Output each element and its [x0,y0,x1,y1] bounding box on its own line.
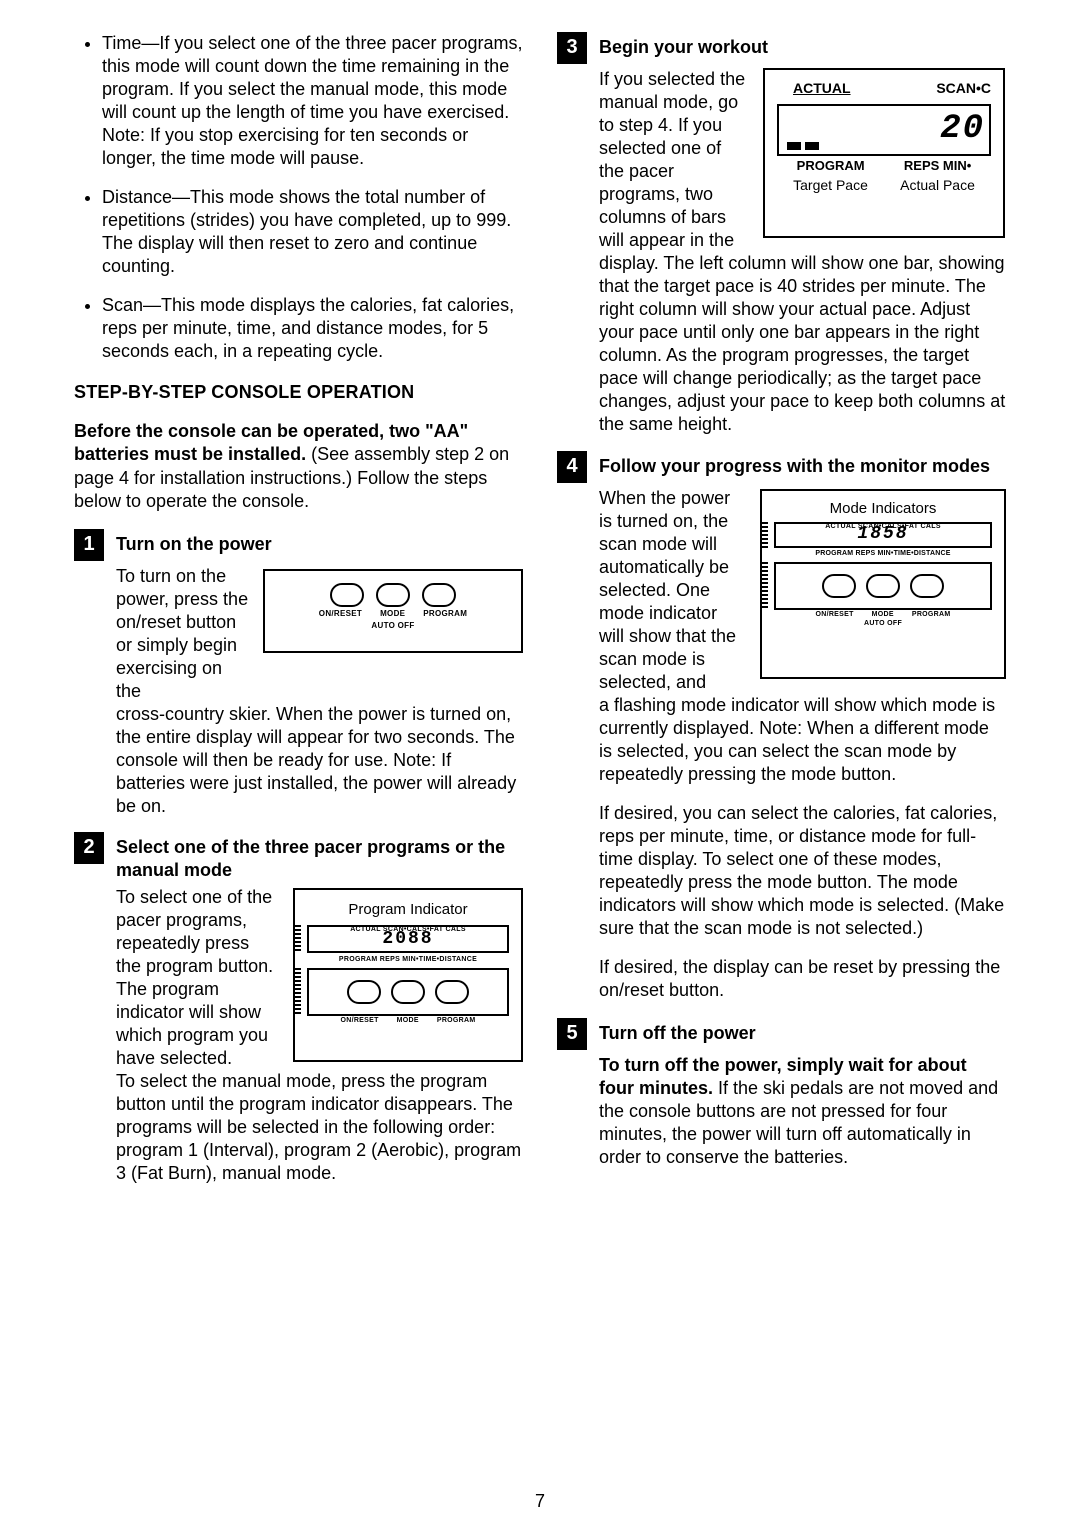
step-4-number: 4 [557,451,587,483]
fig2-mid-strip: PROGRAM REPS MIN•TIME•DISTANCE [303,956,513,965]
label-auto-off: AUTO OFF [273,621,513,631]
fig4-top-strip: ACTUAL SCAN•CALS•FAT CALS 1858 [774,522,992,548]
step-5-title: Turn off the power [599,1022,756,1045]
label-mode: MODE [380,609,405,619]
step-2-body: To select one of the pacer programs, rep… [74,886,523,1185]
step-4-para-3: If desired, the display can be reset by … [599,956,1006,1002]
step-5-body: To turn off the power, simply wait for a… [557,1054,1006,1169]
label-onreset: ON/RESET [319,609,362,619]
fig3-digits: 20 [940,108,985,152]
fig3-top-left: ACTUAL [793,80,851,98]
step-3-body: If you selected the manual mode, go to s… [557,68,1006,437]
fig3-mid-left: PROGRAM [797,158,865,175]
fig2-top-strip: ACTUAL SCAN•CALS•FAT CALS 2088 [307,925,509,953]
bullet-time: Time—If you select one of the three pace… [102,32,523,170]
step-3-text-a: If you selected the manual mode, go to s… [599,68,749,252]
bullet-distance: Distance—This mode shows the total numbe… [102,186,523,278]
step-2-figure: Program Indicator ACTUAL SCAN•CALS•FAT C… [293,888,523,1062]
step-4-text-a: When the power is turned on, the scan mo… [599,487,746,694]
label-program: PROGRAM [423,609,467,619]
fig3-top-right: SCAN•C [936,80,991,98]
console-button-program [422,583,456,607]
step-1-number: 1 [74,529,104,561]
step-5-number: 5 [557,1018,587,1050]
fig2-title: Program Indicator [303,900,513,919]
step-3-title: Begin your workout [599,36,768,59]
fig2-button-strip [307,968,509,1016]
step-3-header: 3 Begin your workout [557,32,1006,64]
fig3-center-display: 20 [777,104,991,156]
step-4-title: Follow your progress with the monitor mo… [599,455,990,478]
step-2-title: Select one of the three pacer programs o… [116,836,523,882]
console-button-mode [376,583,410,607]
intro-paragraph: Before the console can be operated, two … [74,420,523,512]
fig3-mid-right: REPS MIN• [904,158,971,175]
page-number: 7 [0,1490,1080,1513]
bullet-scan: Scan—This mode displays the calories, fa… [102,294,523,363]
step-1-text-b: cross-country skier. When the power is t… [116,703,523,818]
right-column: 3 Begin your workout If you selected the… [557,32,1006,1199]
step-4-header: 4 Follow your progress with the monitor … [557,451,1006,483]
step-4-text-b: a flashing mode indicator will show whic… [599,694,1006,786]
step-1-figure: ON/RESET MODE PROGRAM AUTO OFF [263,569,523,653]
step-2-header: 2 Select one of the three pacer programs… [74,832,523,882]
step-1-text-a: To turn on the power, press the on/reset… [116,565,249,703]
section-heading: STEP-BY-STEP CONSOLE OPERATION [74,381,523,404]
step-5-header: 5 Turn off the power [557,1018,1006,1050]
step-1-header: 1 Turn on the power [74,529,523,561]
fig3-bot-left: Target Pace [793,177,868,195]
fig3-bot-right: Actual Pace [900,177,975,195]
step-1-body: To turn on the power, press the on/reset… [74,565,523,818]
step-2-text-a: To select one of the pacer programs, rep… [116,886,279,1070]
fig2-bar-left-2 [295,968,301,1016]
step-4-figure: Mode Indicators ACTUAL SCAN•CALS•FAT CAL… [760,489,1006,679]
console-button-onreset [330,583,364,607]
step-3-text-b: display. The left column will show one b… [599,252,1006,436]
step-3-figure: ACTUAL SCAN•C 20 PROGRAM REPS MIN• Targe… [763,68,1005,238]
fig4-mid-strip: PROGRAM REPS MIN•TIME•DISTANCE [770,550,996,559]
step-4-body: When the power is turned on, the scan mo… [557,487,1006,1003]
fig4-button-strip [774,562,992,610]
fig2-bar-left [295,925,301,953]
step-2-number: 2 [74,832,104,864]
step-1-title: Turn on the power [116,533,272,556]
intro-bold: Before the console can be operated, two … [74,421,468,464]
step-4-para-2: If desired, you can select the calories,… [599,802,1006,940]
mode-bullet-list: Time—If you select one of the three pace… [74,32,523,363]
left-column: Time—If you select one of the three pace… [74,32,523,1199]
page-columns: Time—If you select one of the three pace… [74,32,1006,1199]
fig4-title: Mode Indicators [770,499,996,518]
step-2-text-b: To select the manual mode, press the pro… [116,1070,523,1185]
step-3-number: 3 [557,32,587,64]
